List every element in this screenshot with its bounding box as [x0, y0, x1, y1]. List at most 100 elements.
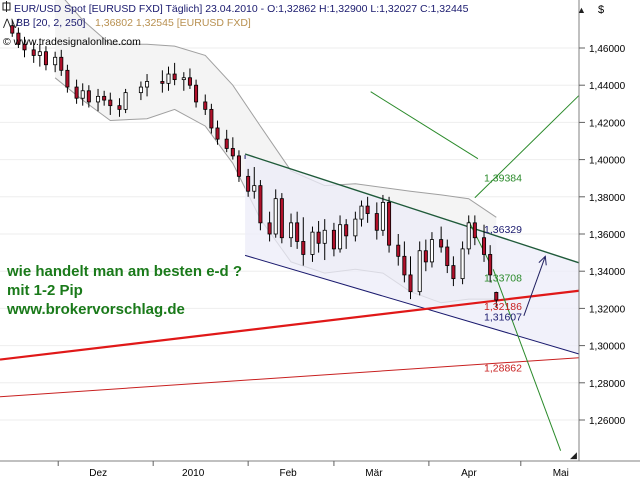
candle	[301, 217, 306, 266]
candle	[145, 74, 150, 97]
candle-body	[108, 99, 113, 107]
candle	[117, 98, 122, 117]
y-tick-label: 1,30000	[589, 342, 626, 353]
candle-body	[445, 246, 450, 267]
candle-body	[74, 86, 79, 99]
candle	[482, 224, 487, 262]
candle-body	[53, 56, 58, 66]
y-tick-label: 1,34000	[589, 267, 626, 278]
candle-body	[359, 205, 364, 220]
candle-body	[224, 138, 229, 149]
candle-body	[279, 198, 284, 239]
candle-body	[396, 244, 401, 257]
candle	[43, 46, 48, 71]
candle	[359, 200, 364, 227]
y-axis: 1,46000 1,44000 1,42000 1,40000 1,38000 1,360…	[579, 44, 626, 427]
annotation-block: wie handelt man am besten e-d ? mit 1-2 …	[6, 263, 242, 318]
trendline-red-thin	[0, 357, 580, 398]
candle	[460, 241, 465, 285]
candle-body	[289, 222, 294, 239]
candle	[295, 211, 300, 249]
y-tick-label: 1,38000	[589, 193, 626, 204]
candle-body	[117, 105, 122, 110]
candle	[236, 150, 241, 182]
candle-body	[258, 185, 263, 224]
axes-layer: $	[0, 0, 640, 462]
candle-body	[408, 274, 413, 293]
x-tick-label: Feb	[280, 468, 298, 479]
x-tick-label: Mär	[365, 468, 383, 479]
candle-body	[209, 108, 214, 129]
candle	[108, 92, 113, 115]
candle-body	[429, 239, 434, 263]
candle	[423, 239, 428, 272]
candle-layer	[10, 20, 499, 308]
candle-body	[194, 84, 199, 103]
trendline-green-curve	[468, 220, 491, 264]
candle	[215, 120, 220, 145]
candle-body	[316, 231, 321, 244]
price-label: 1,39384	[484, 173, 522, 185]
candle	[396, 234, 401, 266]
candle	[331, 222, 336, 257]
candle-body	[215, 127, 220, 140]
candle	[380, 194, 385, 236]
candle-body	[86, 90, 91, 103]
candle-body	[31, 49, 36, 56]
candle	[374, 202, 379, 240]
candle	[74, 79, 79, 104]
candle	[316, 220, 321, 253]
candle	[408, 256, 413, 300]
candle-body	[22, 43, 27, 51]
candle	[417, 241, 422, 296]
candle	[80, 83, 85, 106]
candle-body	[123, 92, 128, 110]
y-tick-label: 1,40000	[589, 156, 626, 167]
price-label: 1,33708	[484, 273, 522, 285]
y-tick-label: 1,28000	[589, 379, 626, 390]
candle-body	[236, 155, 241, 177]
candle-body	[301, 241, 306, 255]
price-label: 1,31607	[484, 312, 522, 324]
candle	[488, 245, 493, 283]
trendline-green-fall-1	[370, 91, 479, 160]
candle-body	[80, 90, 85, 99]
currency-label: $	[598, 4, 604, 16]
candle-body	[387, 201, 392, 246]
channel-lower-line	[244, 254, 580, 355]
candle	[445, 239, 450, 274]
candle	[96, 88, 101, 112]
candle-body	[96, 95, 101, 103]
y-tick-label: 1,36000	[589, 230, 626, 241]
candle	[472, 215, 477, 246]
candle	[172, 62, 177, 86]
candle-body	[451, 265, 456, 280]
scroll-down-button[interactable]: ◢	[570, 450, 577, 460]
candle	[246, 168, 251, 197]
candle-body	[37, 51, 42, 56]
candle-body	[322, 229, 327, 244]
candle	[267, 211, 272, 242]
candle-body	[246, 175, 251, 192]
candle-body	[417, 250, 422, 293]
candle	[16, 27, 21, 48]
candle-body	[482, 237, 487, 255]
x-tick-label: 2010	[182, 468, 205, 479]
candle-body	[59, 56, 64, 71]
scroll-up-button[interactable]: ▲	[577, 5, 586, 15]
y-tick-label: 1,42000	[589, 118, 626, 129]
candle	[344, 219, 349, 249]
y-tick-label: 1,32000	[589, 304, 626, 315]
candle	[429, 232, 434, 268]
candle-body	[344, 224, 349, 237]
candle-body	[145, 81, 150, 88]
scroll-up-icon: ▲	[577, 5, 586, 15]
candle	[53, 51, 58, 73]
candle-body	[488, 254, 493, 276]
candle	[252, 167, 257, 199]
bb-indicator-icon: ⋀⋁	[2, 18, 20, 29]
candle	[187, 68, 192, 89]
candle-body	[365, 205, 370, 214]
